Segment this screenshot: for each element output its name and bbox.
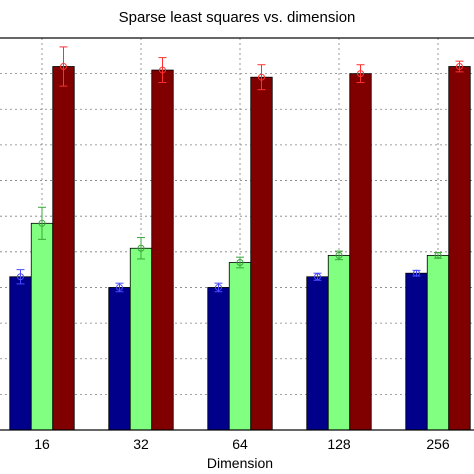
plot-frame — [0, 37, 474, 431]
mean-marker — [116, 283, 123, 291]
mean-marker — [17, 273, 24, 281]
bar — [108, 287, 131, 431]
x-tick-labels: 16 32 64 128 256 — [34, 436, 450, 452]
mean-marker — [413, 269, 420, 277]
bar — [9, 276, 32, 431]
bar — [306, 276, 329, 431]
bar — [52, 66, 75, 431]
mean-marker — [335, 251, 343, 259]
x-tick-label: 32 — [133, 436, 149, 452]
mean-marker — [137, 244, 145, 252]
bar — [129, 247, 153, 431]
bar — [349, 73, 372, 431]
bar — [405, 272, 428, 431]
mean-marker — [314, 273, 321, 281]
bar — [207, 287, 230, 431]
mean-marker — [60, 63, 67, 71]
bar — [327, 254, 351, 431]
bar — [448, 66, 471, 431]
x-tick-label: 256 — [426, 436, 450, 452]
mean-marker — [159, 66, 166, 74]
chart-title: Sparse least squares vs. dimension — [119, 9, 356, 26]
mean-marker — [258, 73, 265, 81]
bar — [30, 222, 54, 431]
bar — [250, 76, 273, 431]
bar — [151, 69, 174, 431]
mean-marker — [236, 259, 244, 267]
mean-marker — [434, 251, 442, 259]
bar — [228, 262, 252, 431]
x-tick-label: 16 — [34, 436, 50, 452]
mean-marker — [456, 63, 463, 71]
bar — [426, 254, 450, 431]
x-tick-label: 64 — [232, 436, 248, 452]
mean-marker — [357, 70, 364, 78]
x-tick-label: 128 — [327, 436, 351, 452]
mean-marker — [215, 283, 222, 291]
mean-marker — [38, 219, 46, 227]
error-bars — [16, 46, 464, 293]
x-axis-label: Dimension — [207, 455, 273, 471]
